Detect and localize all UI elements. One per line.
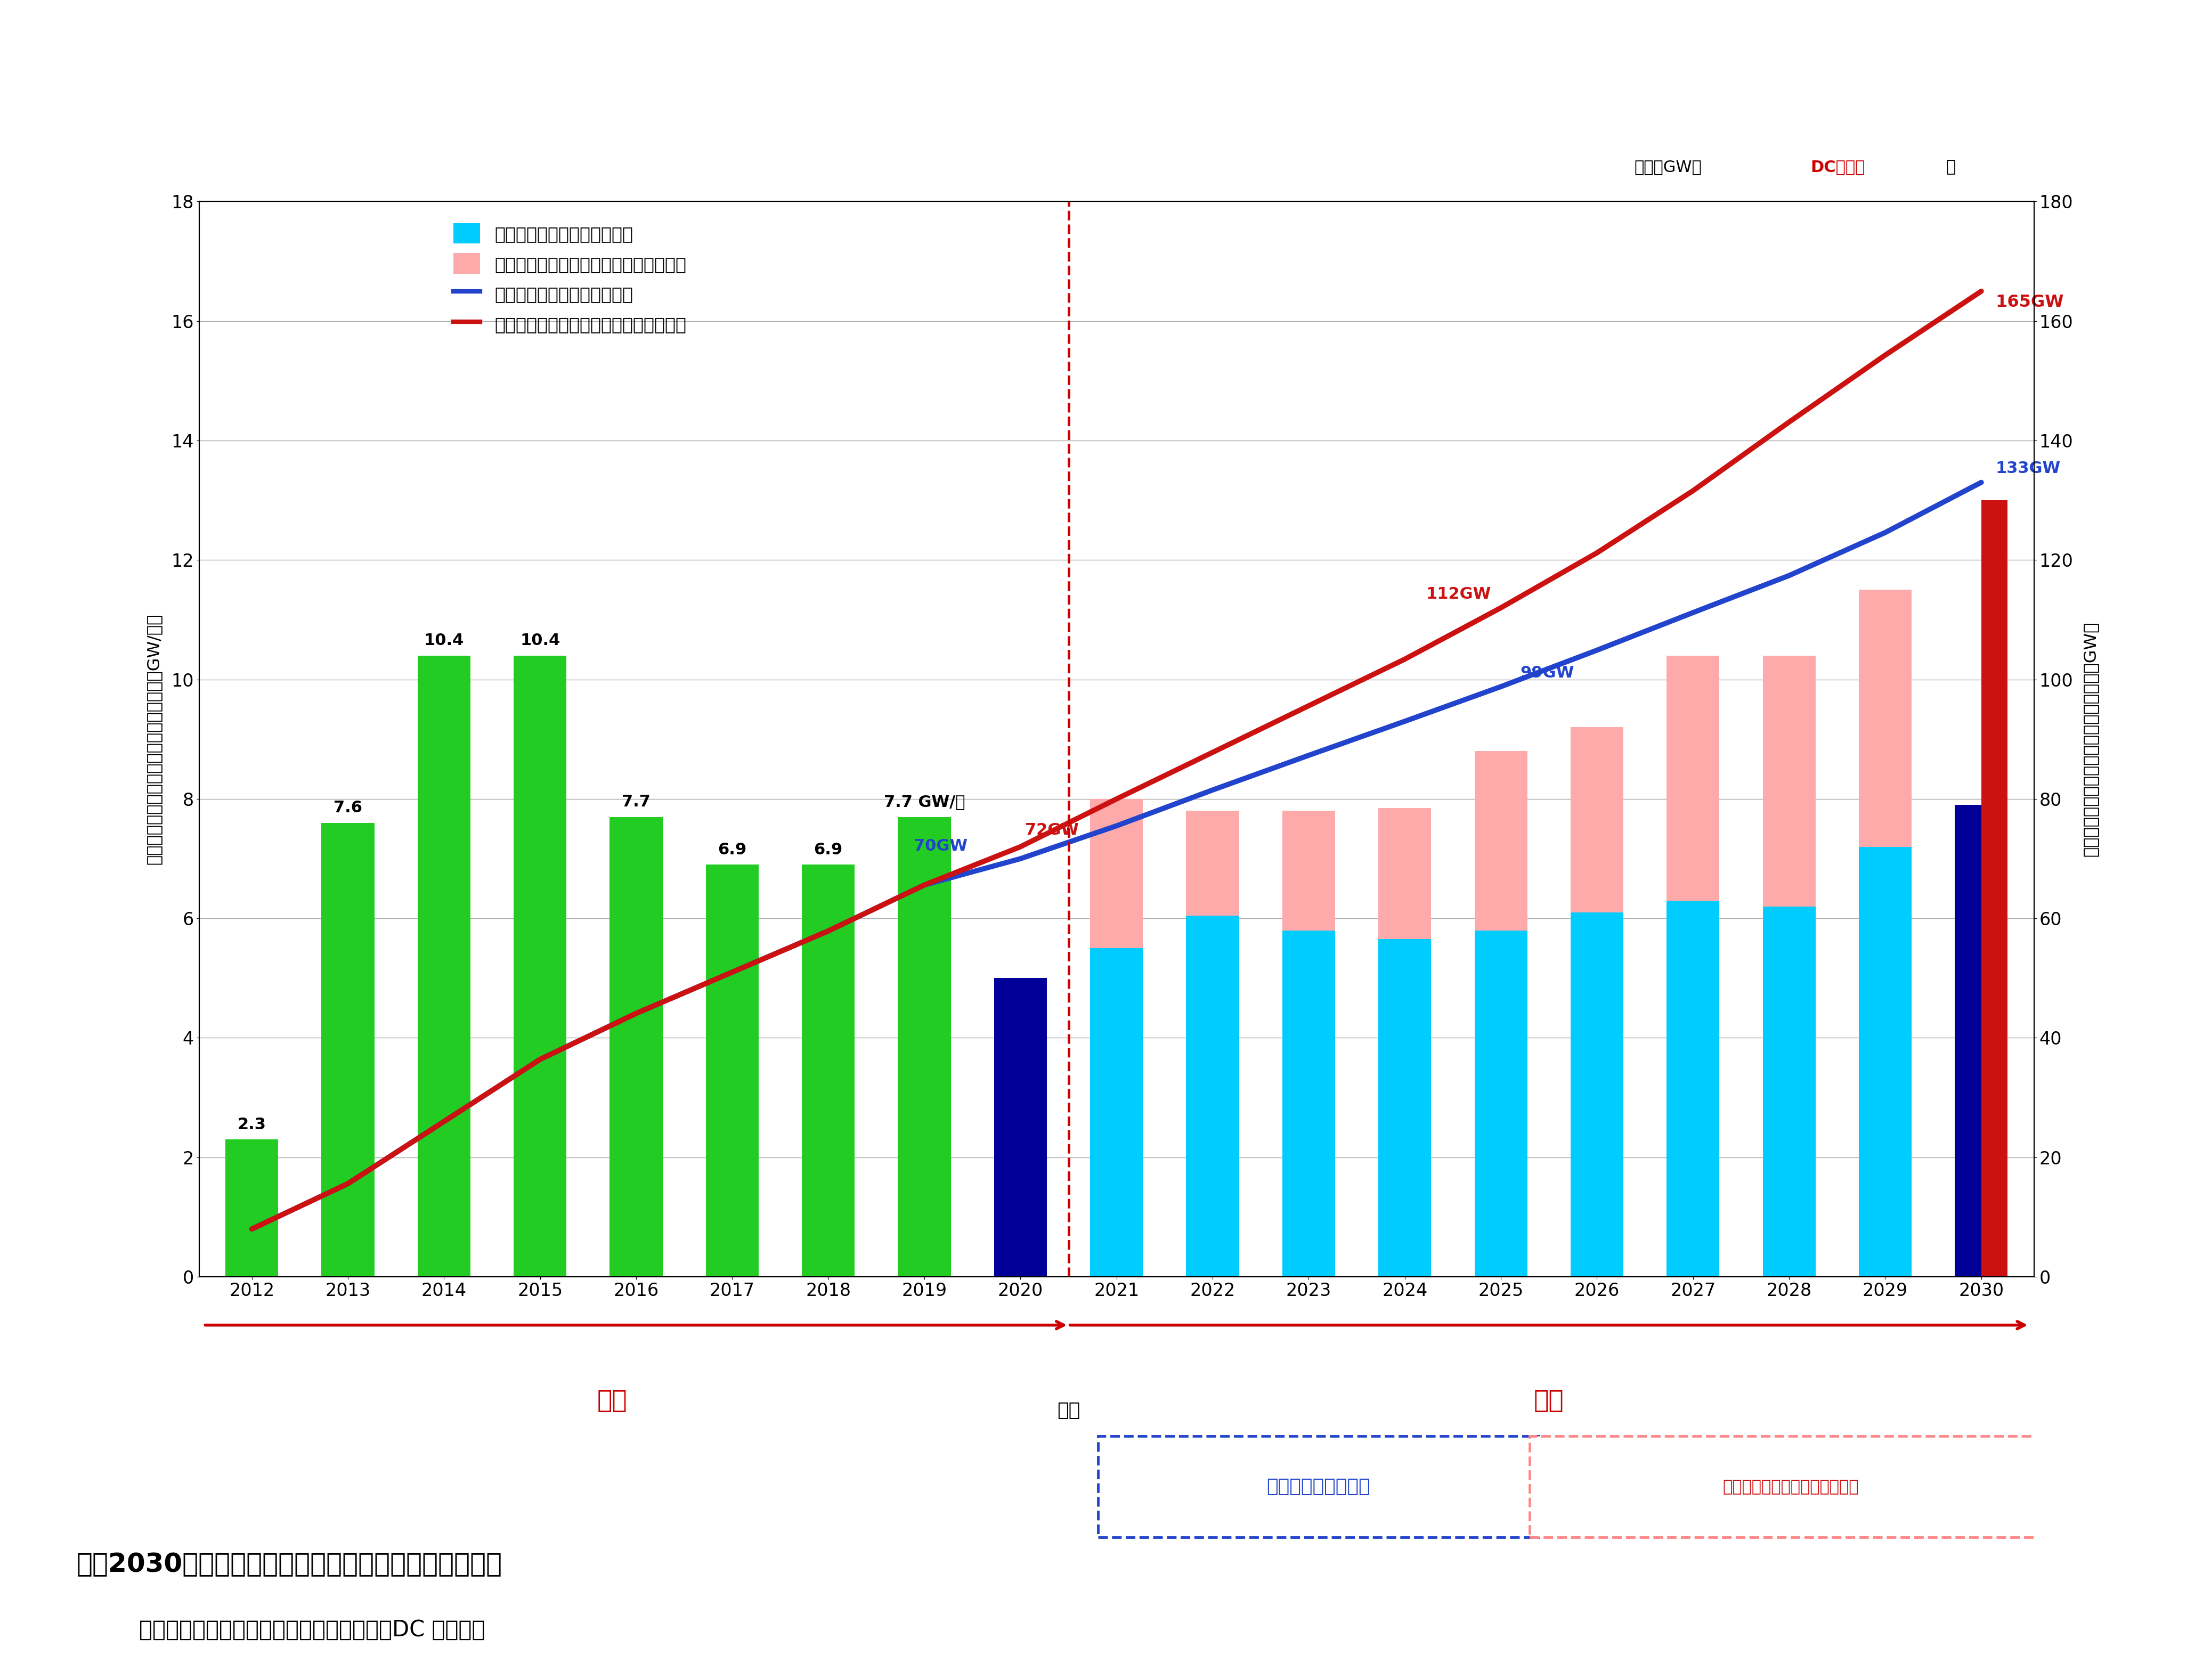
Text: 133GW: 133GW — [1997, 460, 2061, 477]
Bar — [1282, 931, 1335, 1277]
Y-axis label: 国内太陽光発電システム　累積導入量　（GW）: 国内太陽光発電システム 累積導入量 （GW） — [2083, 622, 2098, 857]
Bar — [1762, 655, 1815, 1277]
Bar — [1090, 948, 1143, 1277]
Bar — [1187, 811, 1238, 1277]
Bar — [226, 1139, 279, 1277]
Bar — [1859, 590, 1913, 1277]
Bar — [513, 655, 566, 1277]
Bar — [1282, 811, 1335, 1277]
Text: 図　2030年度までの年間および累積導入量の予測結果: 図 2030年度までの年間および累積導入量の予測結果 — [77, 1552, 502, 1578]
Bar — [1570, 912, 1623, 1277]
Legend: 現状成長ケース　年間導入量, 導入・技術開発加速ケース　年間導入量, 現状成長ケース　累積導入量, 導入・技術開発加速ケース　累積導入量: 現状成長ケース 年間導入量, 導入・技術開発加速ケース 年間導入量, 現状成長ケ… — [447, 215, 694, 341]
Text: 10.4: 10.4 — [425, 633, 464, 648]
Text: 72GW: 72GW — [1026, 822, 1079, 838]
Text: 2.3: 2.3 — [237, 1117, 265, 1132]
FancyBboxPatch shape — [1530, 1436, 2052, 1537]
Bar — [1377, 939, 1431, 1277]
Text: 【現状成長ケース】: 【現状成長ケース】 — [1267, 1478, 1371, 1495]
FancyBboxPatch shape — [1099, 1436, 1539, 1537]
Text: （現状成長／導入・技術開発加速ケース、DC ベース）: （現状成長／導入・技術開発加速ケース、DC ベース） — [139, 1618, 484, 1641]
Text: 165GW: 165GW — [1997, 294, 2065, 311]
Text: 単位：GW（: 単位：GW（ — [1634, 160, 1702, 175]
Text: 112GW: 112GW — [1426, 586, 1490, 601]
Bar — [1475, 751, 1528, 1277]
Bar — [1667, 900, 1720, 1277]
Bar — [1762, 907, 1815, 1277]
Bar — [1955, 805, 1981, 1277]
Text: 70GW: 70GW — [913, 838, 968, 853]
Bar — [1570, 727, 1623, 1277]
Text: 99GW: 99GW — [1521, 665, 1574, 680]
Bar — [803, 865, 856, 1277]
Bar — [1187, 916, 1238, 1277]
Text: 6.9: 6.9 — [719, 842, 747, 857]
Bar — [610, 816, 663, 1277]
Bar — [321, 823, 374, 1277]
Bar — [1475, 931, 1528, 1277]
Bar — [898, 816, 951, 1277]
Text: 7.7: 7.7 — [621, 795, 650, 810]
Bar — [1981, 501, 2008, 1277]
Bar — [705, 865, 758, 1277]
Text: 予測: 予測 — [1534, 1389, 1563, 1413]
Bar — [418, 655, 471, 1277]
Bar — [995, 978, 1046, 1277]
Text: ）: ） — [1946, 160, 1957, 175]
Text: 実績: 実績 — [597, 1389, 628, 1413]
Text: 年度: 年度 — [1057, 1401, 1079, 1420]
Bar — [1667, 655, 1720, 1277]
Y-axis label: 国内太陽光発電システム　年間導入量　（GW/年）: 国内太陽光発電システム 年間導入量 （GW/年） — [146, 613, 161, 865]
Text: 10.4: 10.4 — [520, 633, 559, 648]
Text: 【導入・技術開発加速ケース】: 【導入・技術開発加速ケース】 — [1722, 1478, 1859, 1495]
Text: 7.7 GW/年: 7.7 GW/年 — [884, 795, 964, 810]
Text: 7.6: 7.6 — [334, 800, 363, 816]
Bar — [1377, 808, 1431, 1277]
Bar — [1859, 847, 1913, 1277]
Bar — [1090, 800, 1143, 1277]
Text: DCベース: DCベース — [1811, 160, 1864, 175]
Text: 6.9: 6.9 — [814, 842, 842, 857]
